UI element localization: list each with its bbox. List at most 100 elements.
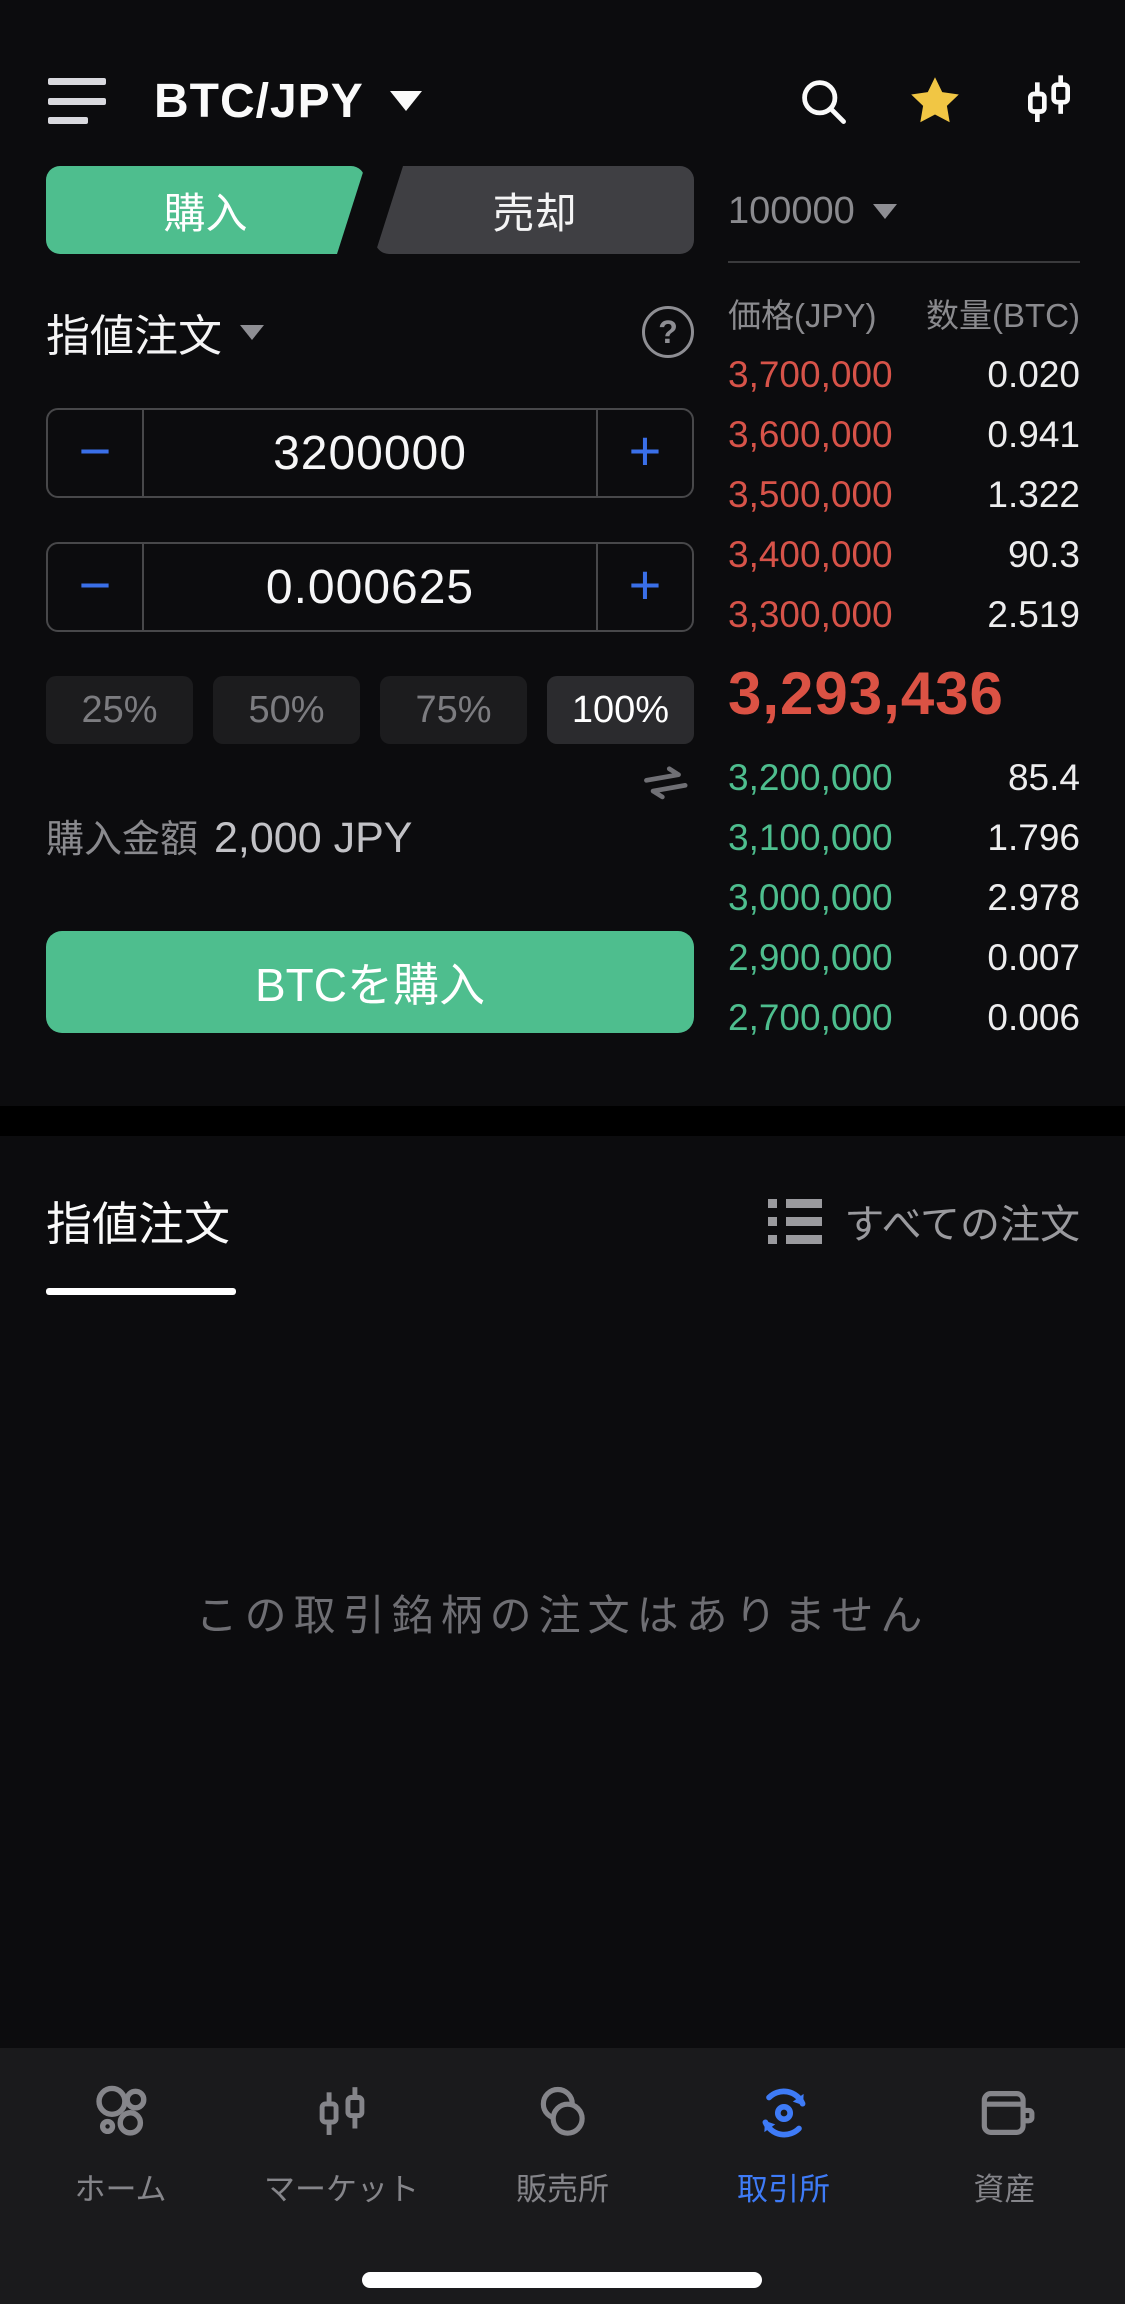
home-circles-icon bbox=[95, 2085, 146, 2136]
percent-75-button[interactable]: 75% bbox=[380, 676, 527, 744]
ask-row[interactable]: 3,400,000 90.3 bbox=[728, 525, 1080, 585]
chevron-down-icon bbox=[872, 204, 897, 219]
bid-amount: 85.4 bbox=[1007, 757, 1080, 798]
swap-button[interactable] bbox=[638, 756, 694, 812]
price-input[interactable]: 3200000 bbox=[273, 426, 467, 480]
price-decrement-button[interactable]: − bbox=[48, 410, 144, 496]
percent-25-button[interactable]: 25% bbox=[46, 676, 193, 744]
search-button[interactable] bbox=[797, 75, 849, 127]
ask-amount: 2.519 bbox=[987, 594, 1080, 635]
top-bar-actions bbox=[797, 73, 1077, 129]
hamburger-icon bbox=[48, 97, 106, 105]
empty-orders-message: この取引銘柄の注文はありません bbox=[195, 1592, 930, 1639]
amount-column-header: 数量(BTC) bbox=[926, 297, 1080, 334]
percent-100-button[interactable]: 100% bbox=[547, 676, 694, 744]
nav-label: 資産 bbox=[973, 2172, 1036, 2207]
bid-amount: 2.978 bbox=[987, 877, 1080, 918]
order-type-label: 指値注文 bbox=[46, 312, 222, 361]
order-type-selector[interactable]: 指値注文 bbox=[46, 300, 264, 364]
chevron-down-icon bbox=[389, 91, 422, 111]
ask-rows: 3,700,000 0.020 3,600,000 0.941 3,500,00… bbox=[728, 345, 1080, 645]
pair-title: BTC/JPY bbox=[154, 74, 364, 128]
bid-rows: 3,200,000 85.4 3,100,000 1.796 3,000,000… bbox=[728, 748, 1080, 1048]
tab-limit-orders[interactable]: 指値注文 bbox=[46, 1188, 236, 1295]
amount-decrement-button[interactable]: − bbox=[48, 544, 144, 630]
swap-icon bbox=[644, 766, 688, 800]
all-orders-label: すべての注文 bbox=[844, 1203, 1080, 1247]
cycle-arrows-icon bbox=[762, 2088, 805, 2138]
order-book: 100000 価格(JPY) 数量(BTC) 3,700,000 0.020 3… bbox=[728, 150, 1080, 1106]
nav-item-assets[interactable]: 資産 bbox=[905, 2082, 1105, 2304]
tab-sell[interactable]: 売却 bbox=[375, 166, 694, 254]
price-stepper: − 3200000 + bbox=[46, 408, 694, 498]
ask-amount: 1.322 bbox=[987, 474, 1080, 515]
nav-label: マーケット bbox=[264, 2172, 419, 2207]
percent-50-button[interactable]: 50% bbox=[213, 676, 360, 744]
book-headers: 価格(JPY) 数量(BTC) bbox=[728, 289, 1080, 337]
active-tab-underline bbox=[46, 1288, 236, 1295]
price-increment-button[interactable]: + bbox=[596, 410, 692, 496]
main-content: 購入 売却 指値注文 ? − 3200000 + − 0.000625 bbox=[0, 150, 1125, 1106]
amount-input[interactable]: 0.000625 bbox=[265, 560, 475, 614]
ask-price: 3,300,000 bbox=[728, 594, 893, 635]
bid-amount: 0.006 bbox=[987, 997, 1080, 1038]
bid-price: 3,100,000 bbox=[728, 817, 893, 858]
orders-section: 指値注文 すべての注文 この取引銘柄の注文はありません bbox=[0, 1136, 1125, 2020]
order-type-row: 指値注文 ? bbox=[46, 300, 694, 364]
candlestick-icon bbox=[1028, 75, 1070, 122]
help-button[interactable]: ? bbox=[642, 306, 694, 358]
bid-amount: 1.796 bbox=[987, 817, 1080, 858]
bid-row[interactable]: 3,100,000 1.796 bbox=[728, 808, 1080, 868]
total-value: 2,000 JPY bbox=[214, 814, 413, 862]
top-bar: BTC/JPY bbox=[0, 0, 1125, 150]
ask-row[interactable]: 3,600,000 0.941 bbox=[728, 405, 1080, 465]
ask-amount: 90.3 bbox=[1007, 534, 1080, 575]
total-row: 購入金額 2,000 JPY bbox=[46, 766, 694, 863]
coins-icon bbox=[540, 2086, 585, 2136]
nav-item-home[interactable]: ホーム bbox=[21, 2082, 221, 2304]
all-orders-button[interactable]: すべての注文 bbox=[768, 1192, 1080, 1250]
amount-increment-button[interactable]: + bbox=[596, 544, 692, 630]
depth-selector[interactable]: 100000 bbox=[728, 190, 897, 233]
bid-price: 2,900,000 bbox=[728, 937, 893, 978]
nav-item-market[interactable]: マーケット bbox=[242, 2082, 442, 2304]
nav-item-exchange[interactable]: 取引所 bbox=[684, 2082, 884, 2304]
wallet-icon bbox=[981, 2091, 1034, 2135]
nav-item-spot[interactable]: 販売所 bbox=[463, 2082, 663, 2304]
orders-tab-label: 指値注文 bbox=[46, 1198, 230, 1250]
pair-selector[interactable]: BTC/JPY bbox=[154, 74, 422, 129]
bid-price: 3,200,000 bbox=[728, 757, 893, 798]
bid-row[interactable]: 3,000,000 2.978 bbox=[728, 868, 1080, 928]
ask-price: 3,400,000 bbox=[728, 534, 893, 575]
home-indicator[interactable] bbox=[362, 2272, 762, 2288]
search-icon bbox=[802, 80, 846, 124]
ask-row[interactable]: 3,500,000 1.322 bbox=[728, 465, 1080, 525]
ask-row[interactable]: 3,700,000 0.020 bbox=[728, 345, 1080, 405]
question-help-icon: ? bbox=[642, 306, 694, 358]
bid-row[interactable]: 2,700,000 0.006 bbox=[728, 988, 1080, 1048]
favorite-button[interactable] bbox=[907, 73, 963, 129]
candlestick-icon bbox=[319, 2087, 364, 2135]
chart-button[interactable] bbox=[1021, 73, 1077, 129]
price-column-header: 価格(JPY) bbox=[728, 297, 877, 334]
menu-button[interactable] bbox=[48, 78, 108, 124]
bid-amount: 0.007 bbox=[987, 937, 1080, 978]
last-price[interactable]: 3,293,436 bbox=[728, 660, 1004, 727]
bid-row[interactable]: 3,200,000 85.4 bbox=[728, 748, 1080, 808]
ask-price: 3,500,000 bbox=[728, 474, 893, 515]
hamburger-icon bbox=[48, 117, 88, 124]
ask-amount: 0.941 bbox=[987, 414, 1080, 455]
nav-label: ホーム bbox=[74, 2172, 167, 2207]
ask-price: 3,700,000 bbox=[728, 354, 893, 395]
buy-submit-button[interactable]: BTCを購入 bbox=[46, 931, 694, 1033]
order-form: 購入 売却 指値注文 ? − 3200000 + − 0.000625 bbox=[46, 150, 694, 1106]
bottom-nav: ホーム マーケット 販売所 bbox=[0, 2048, 1125, 2304]
hamburger-icon bbox=[48, 78, 106, 85]
nav-label: 取引所 bbox=[737, 2172, 830, 2207]
list-icon bbox=[768, 1198, 823, 1244]
tab-buy[interactable]: 購入 bbox=[46, 166, 365, 254]
ask-row[interactable]: 3,300,000 2.519 bbox=[728, 585, 1080, 645]
ask-price: 3,600,000 bbox=[728, 414, 893, 455]
bid-row[interactable]: 2,900,000 0.007 bbox=[728, 928, 1080, 988]
